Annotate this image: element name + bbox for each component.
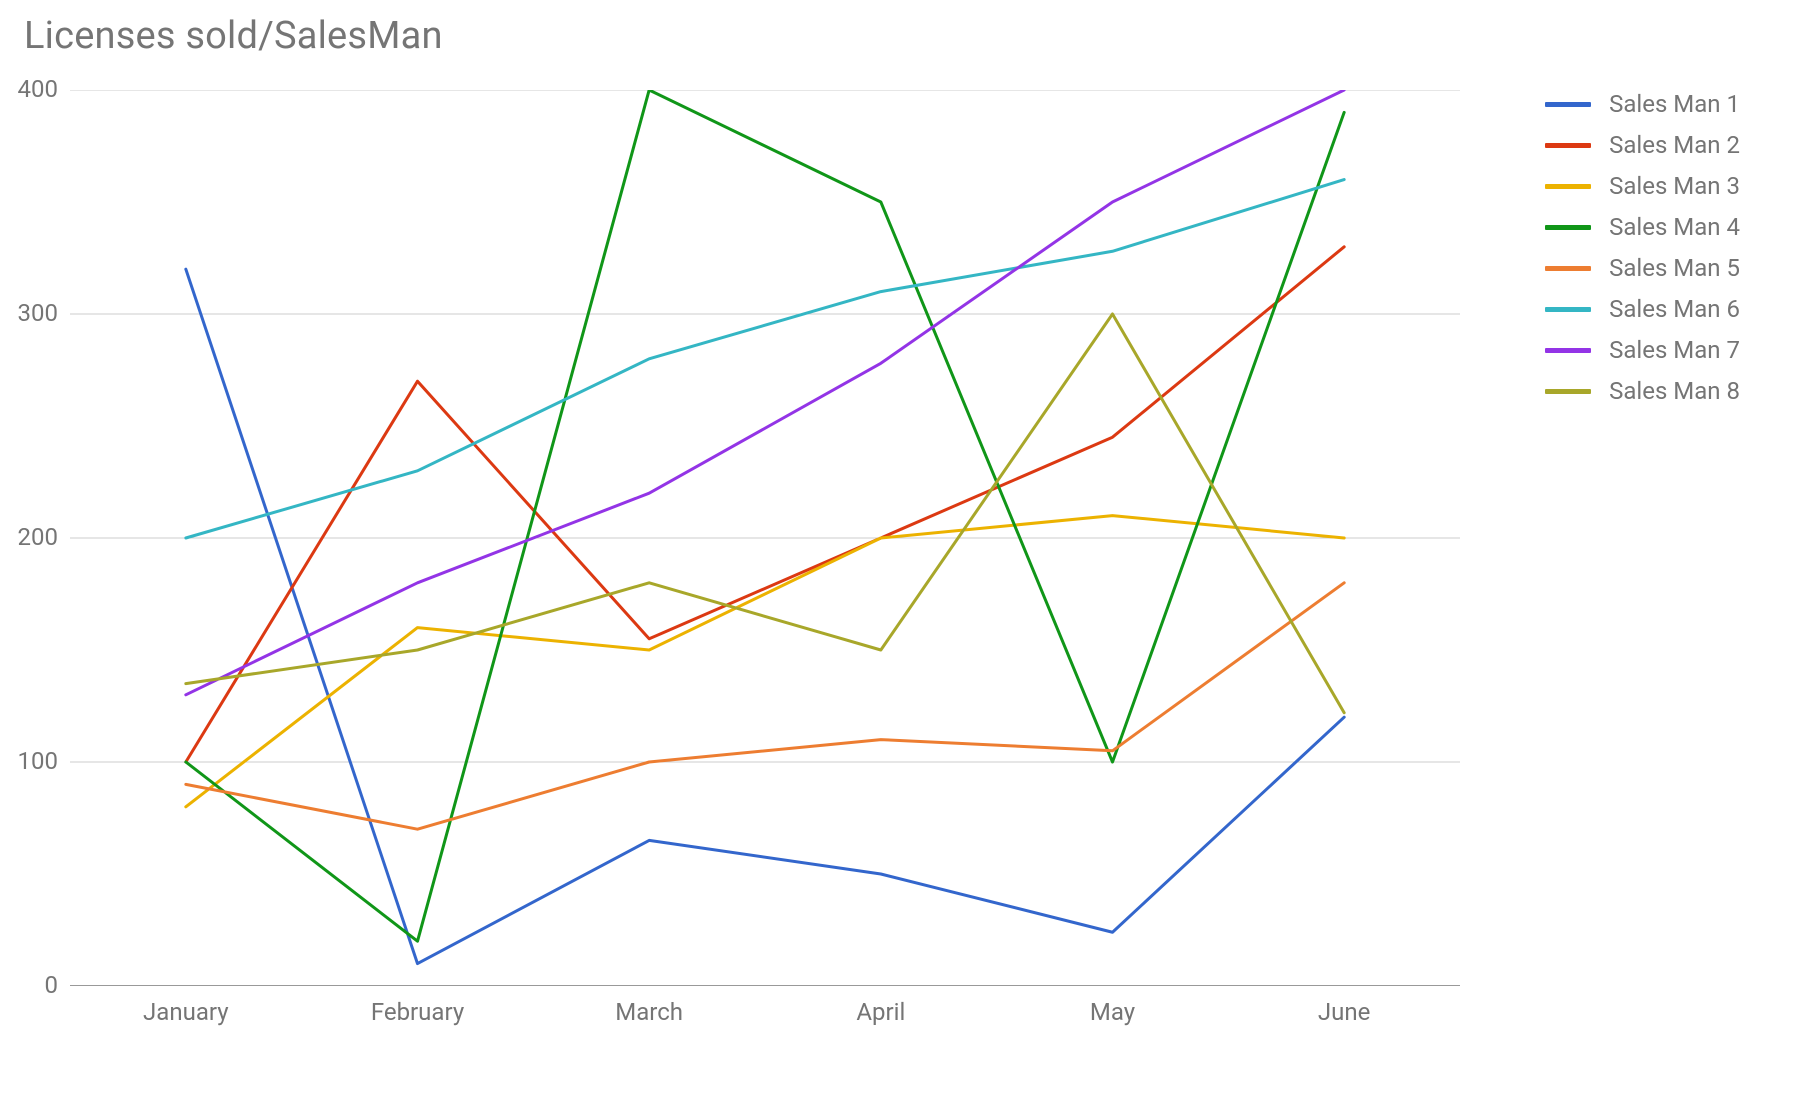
- y-tick-label: 300: [18, 299, 58, 327]
- x-tick-label: February: [358, 998, 478, 1026]
- x-tick-label: January: [126, 998, 246, 1026]
- legend-label: Sales Man 3: [1609, 172, 1740, 200]
- legend-item: Sales Man 5: [1545, 254, 1740, 282]
- legend-item: Sales Man 3: [1545, 172, 1740, 200]
- x-tick-label: April: [821, 998, 941, 1026]
- series-line: [186, 90, 1344, 941]
- x-tick-label: May: [1053, 998, 1173, 1026]
- series-line: [186, 314, 1344, 713]
- legend-label: Sales Man 6: [1609, 295, 1740, 323]
- y-tick-label: 200: [18, 523, 58, 551]
- legend-label: Sales Man 5: [1609, 254, 1740, 282]
- legend-item: Sales Man 6: [1545, 295, 1740, 323]
- chart-svg: [70, 90, 1460, 986]
- legend-item: Sales Man 2: [1545, 131, 1740, 159]
- legend-swatch: [1545, 307, 1591, 312]
- legend-label: Sales Man 2: [1609, 131, 1740, 159]
- legend-swatch: [1545, 225, 1591, 230]
- legend-swatch: [1545, 348, 1591, 353]
- series-line: [186, 516, 1344, 807]
- legend-swatch: [1545, 266, 1591, 271]
- legend-swatch: [1545, 143, 1591, 148]
- legend-item: Sales Man 4: [1545, 213, 1740, 241]
- legend-swatch: [1545, 389, 1591, 394]
- chart-title: Licenses sold/SalesMan: [24, 14, 443, 58]
- x-tick-label: June: [1284, 998, 1404, 1026]
- legend: Sales Man 1 Sales Man 2 Sales Man 3 Sales M…: [1545, 90, 1740, 418]
- y-tick-label: 0: [45, 971, 59, 999]
- legend-item: Sales Man 7: [1545, 336, 1740, 364]
- legend-swatch: [1545, 102, 1591, 107]
- legend-swatch: [1545, 184, 1591, 189]
- x-tick-label: March: [589, 998, 709, 1026]
- legend-item: Sales Man 1: [1545, 90, 1740, 118]
- chart-container: Licenses sold/SalesMan 0 100 200 300 400 Jan…: [0, 0, 1798, 1096]
- legend-label: Sales Man 1: [1609, 90, 1740, 118]
- legend-label: Sales Man 4: [1609, 213, 1740, 241]
- plot-area: [70, 90, 1460, 986]
- series-line: [186, 180, 1344, 538]
- y-tick-label: 100: [18, 747, 58, 775]
- legend-label: Sales Man 7: [1609, 336, 1740, 364]
- legend-item: Sales Man 8: [1545, 377, 1740, 405]
- series-line: [186, 90, 1344, 695]
- legend-label: Sales Man 8: [1609, 377, 1740, 405]
- y-tick-label: 400: [18, 75, 58, 103]
